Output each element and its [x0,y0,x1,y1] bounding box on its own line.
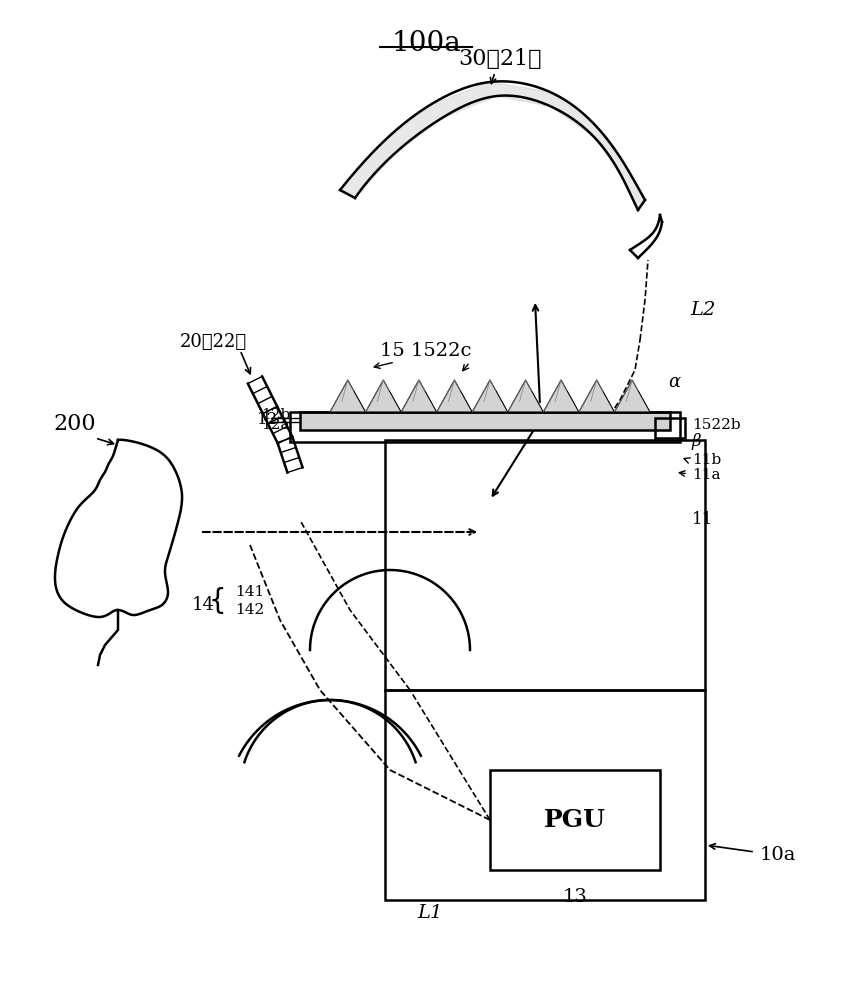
Text: {: { [209,587,226,615]
Text: 12: 12 [256,412,278,428]
Bar [290,412,680,442]
Bar [385,440,705,690]
Text: 30。21〉: 30。21〉 [458,48,542,70]
Text: 11: 11 [692,512,713,528]
Polygon shape [544,380,579,412]
Bar [490,770,660,870]
Text: L1: L1 [417,904,443,922]
Text: α: α [668,373,680,391]
Text: 14: 14 [192,596,215,614]
Text: β: β [692,434,702,450]
Text: 11b: 11b [692,453,722,467]
Bar [300,412,670,430]
Text: 11a: 11a [692,468,721,482]
Text: 20。22〉: 20。22〉 [180,333,247,351]
Polygon shape [366,380,401,412]
Text: 200: 200 [54,413,96,435]
Text: 10a: 10a [760,846,797,864]
Polygon shape [614,380,650,412]
Text: 13: 13 [562,888,587,906]
Text: 12a: 12a [262,418,290,432]
Polygon shape [340,82,645,210]
Polygon shape [508,380,544,412]
Text: 12b: 12b [261,408,290,422]
Bar [385,690,705,900]
Text: 15 1522c: 15 1522c [380,342,471,360]
Text: 142: 142 [235,603,264,617]
Polygon shape [401,380,437,412]
Polygon shape [330,380,366,412]
Text: PGU: PGU [544,808,606,832]
Text: 141: 141 [235,585,264,599]
Bar [655,418,685,438]
Polygon shape [437,380,472,412]
Text: 1522b: 1522b [692,418,740,432]
Polygon shape [472,380,508,412]
Text: 100a: 100a [391,30,461,57]
Polygon shape [579,380,614,412]
Text: L2: L2 [690,301,716,319]
